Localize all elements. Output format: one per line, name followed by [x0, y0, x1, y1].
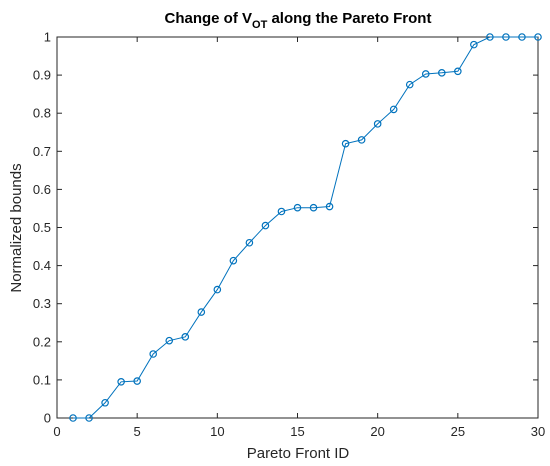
data-point-1 — [69, 414, 77, 422]
y-tick-label-4: 0.4 — [33, 258, 51, 273]
data-point-20 — [373, 120, 382, 128]
y-tick-label-6: 0.6 — [33, 182, 51, 197]
data-point-12 — [245, 238, 254, 247]
x-tick-label-6: 30 — [531, 424, 545, 439]
data-point-9 — [197, 308, 206, 316]
data-point-29 — [518, 33, 526, 41]
tick-labels: 0 5 10 15 20 25 30 0 0.1 0.2 0.3 0.4 0.5 0.6 0.7 0.8 0.9… — [33, 30, 545, 440]
data-point-25 — [454, 67, 462, 76]
data-point-16 — [309, 203, 318, 212]
data-point-27 — [486, 33, 494, 41]
data-point-2 — [85, 414, 93, 422]
data-point-14 — [277, 207, 286, 216]
x-tick-label-5: 25 — [451, 424, 465, 439]
data-point-21 — [389, 105, 398, 114]
data-point-23 — [421, 70, 430, 78]
x-tick-label-4: 20 — [370, 424, 384, 439]
y-tick-label-2: 0.2 — [33, 334, 51, 349]
y-axis-label: Normalized bounds — [8, 163, 25, 292]
plot-area — [56, 36, 539, 419]
data-point-22 — [405, 80, 414, 89]
data-point-18 — [341, 139, 350, 148]
data-point-6 — [149, 350, 158, 358]
data-point-4 — [117, 378, 125, 386]
y-tick-label-10: 1 — [44, 30, 51, 45]
data-point-15 — [293, 203, 302, 212]
data-point-19 — [357, 136, 366, 144]
y-tick-label-1: 0.1 — [33, 372, 51, 387]
data-point-3 — [101, 398, 109, 407]
data-point-30 — [534, 33, 542, 41]
y-tick-label-9: 0.9 — [33, 68, 51, 83]
tick-marks — [56, 36, 539, 419]
chart-title: Change of VOT along the Pareto Front — [165, 10, 432, 31]
x-axis-label: Pareto Front ID — [247, 445, 350, 462]
data-point-11 — [229, 256, 238, 265]
data-point-28 — [502, 33, 510, 41]
x-tick-label-2: 10 — [210, 424, 224, 439]
x-tick-label-1: 5 — [134, 424, 141, 439]
y-tick-label-0: 0 — [44, 411, 51, 426]
y-tick-label-3: 0.3 — [33, 296, 51, 311]
data-point-17 — [325, 202, 334, 211]
data-point-7 — [165, 336, 174, 345]
data-point-26 — [470, 40, 478, 49]
y-tick-label-5: 0.5 — [33, 220, 51, 235]
series-line-0 — [73, 36, 538, 419]
data-point-8 — [181, 333, 190, 341]
x-tick-label-3: 15 — [290, 424, 304, 439]
x-tick-label-0: 0 — [53, 424, 60, 439]
y-tick-label-7: 0.7 — [33, 144, 51, 159]
y-tick-label-8: 0.8 — [33, 106, 51, 121]
data-point-10 — [213, 285, 222, 294]
data-point-5 — [133, 377, 141, 385]
data-point-24 — [437, 69, 446, 77]
data-point-13 — [261, 221, 270, 230]
data-series — [69, 33, 542, 422]
